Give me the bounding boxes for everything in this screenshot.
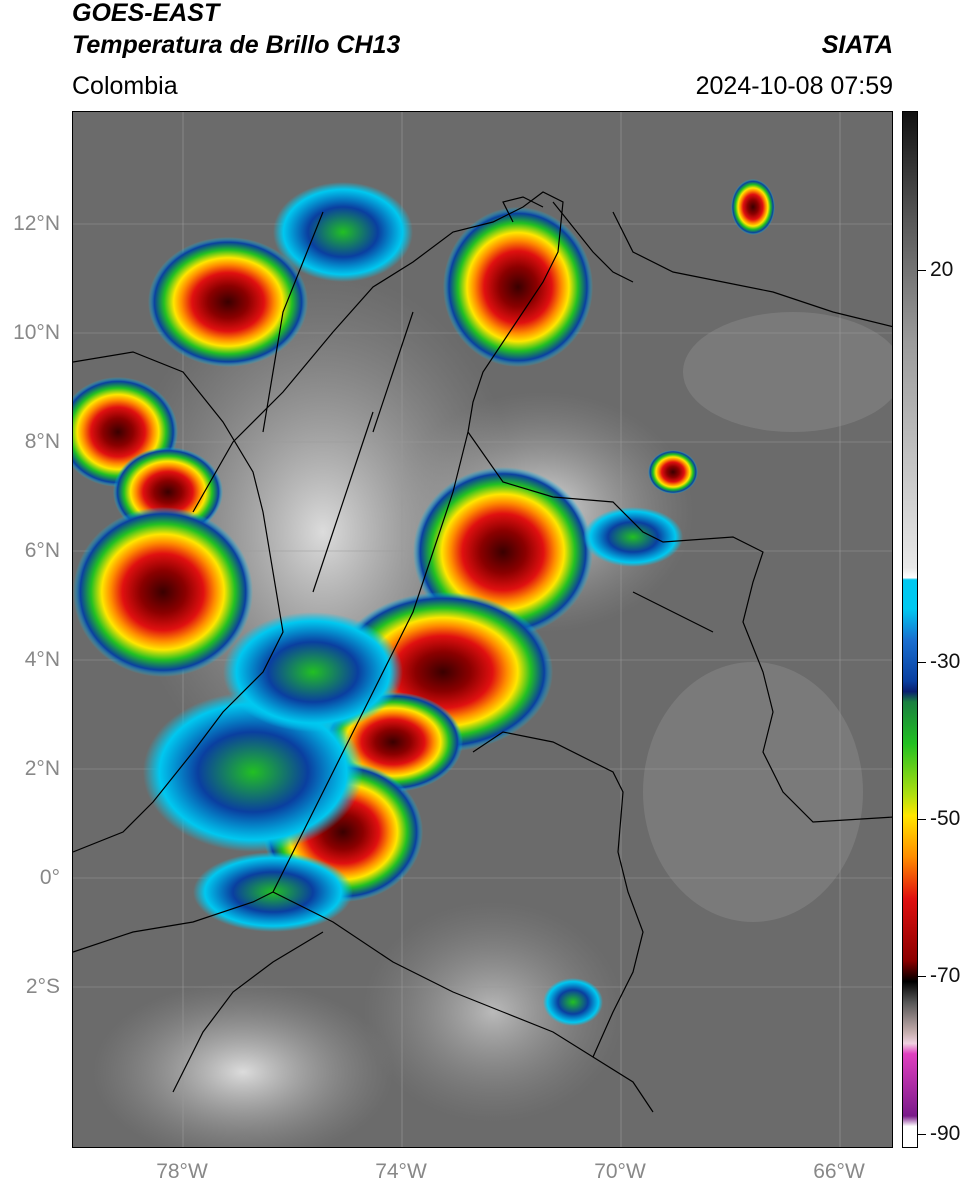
storm-cell-icon — [648, 450, 698, 494]
storm-cell-icon — [731, 179, 775, 235]
lat-label: 10°N — [13, 321, 60, 344]
storm-cell-icon — [543, 978, 603, 1026]
cloud-field — [683, 312, 892, 432]
lat-label: 8°N — [24, 430, 60, 453]
lat-label: 12°N — [13, 212, 60, 235]
lon-label: 66°W — [813, 1160, 865, 1183]
storm-cell-icon — [583, 507, 683, 567]
colorbar-label: -70 — [930, 964, 961, 987]
lat-label: 6°N — [24, 539, 60, 562]
datetime-label: 2024-10-08 07:59 — [695, 72, 893, 100]
storm-cell-icon — [223, 612, 403, 732]
colorbar-tick — [918, 976, 926, 977]
cloud-field — [93, 982, 393, 1147]
colorbar-label: -50 — [930, 807, 961, 830]
lat-label: 2°N — [24, 757, 60, 780]
agency-label: SIATA — [821, 31, 893, 59]
lon-label: 70°W — [594, 1160, 646, 1183]
colorbar-tick — [918, 270, 926, 271]
lon-label: 74°W — [375, 1160, 427, 1183]
lat-label: 4°N — [24, 648, 60, 671]
storm-cell-icon — [73, 507, 253, 677]
lat-label: 0° — [39, 866, 60, 889]
product-title: Temperatura de Brillo CH13 — [72, 31, 401, 59]
map-canvas — [73, 112, 892, 1147]
satellite-title: GOES-EAST — [72, 0, 220, 27]
storm-cell-icon — [443, 207, 593, 367]
cloud-field — [363, 902, 623, 1122]
storm-cell-icon — [148, 237, 308, 367]
cloud-field — [643, 662, 863, 922]
storm-cells — [73, 179, 775, 1026]
colorbar-tick — [918, 1134, 926, 1135]
colorbar-tick — [918, 819, 926, 820]
storm-cell-icon — [273, 182, 413, 282]
colorbar-label: -30 — [930, 650, 961, 673]
brightness-temperature-map[interactable] — [72, 111, 893, 1148]
colorbar-label: 20 — [930, 258, 954, 281]
lat-label: 2°S — [25, 975, 60, 998]
storm-cell-icon — [143, 692, 363, 852]
colorbar-tick — [918, 662, 926, 663]
region-label: Colombia — [72, 72, 178, 100]
colorbar-icon — [902, 111, 918, 1148]
colorbar-label: -90 — [930, 1122, 961, 1145]
lon-label: 78°W — [156, 1160, 208, 1183]
borders — [73, 191, 892, 1113]
